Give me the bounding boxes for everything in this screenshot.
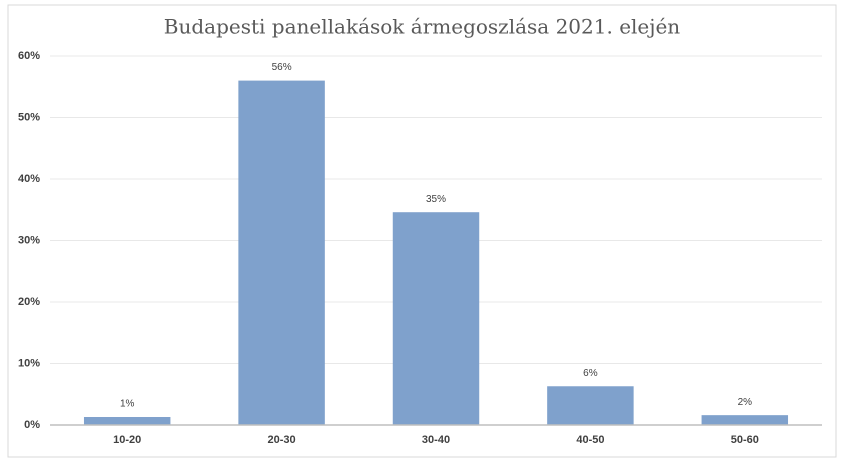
data-label: 35% (426, 194, 446, 205)
data-label: 2% (738, 397, 753, 408)
y-tick-label: 40% (18, 173, 40, 185)
y-tick-label: 0% (24, 419, 40, 431)
x-tick-label: 30-40 (422, 434, 450, 446)
bar (547, 386, 634, 425)
data-label: 6% (583, 368, 598, 379)
x-tick-label: 20-30 (268, 434, 296, 446)
y-tick-label: 10% (18, 357, 40, 369)
data-label: 56% (272, 62, 292, 73)
x-tick-label: 10-20 (113, 434, 141, 446)
y-tick-label: 30% (18, 234, 40, 246)
y-tick-label: 20% (18, 296, 40, 308)
bar (238, 80, 325, 425)
y-tick-label: 50% (18, 111, 40, 123)
bar (701, 415, 789, 425)
bar (392, 212, 480, 425)
bar (83, 417, 171, 425)
x-tick-label: 40-50 (576, 434, 604, 446)
data-label: 1% (120, 399, 135, 410)
x-tick-label: 50-60 (731, 434, 759, 446)
chart-title: Budapesti panellakások ármegoszlása 2021… (164, 15, 680, 39)
y-tick-label: 60% (18, 50, 40, 62)
